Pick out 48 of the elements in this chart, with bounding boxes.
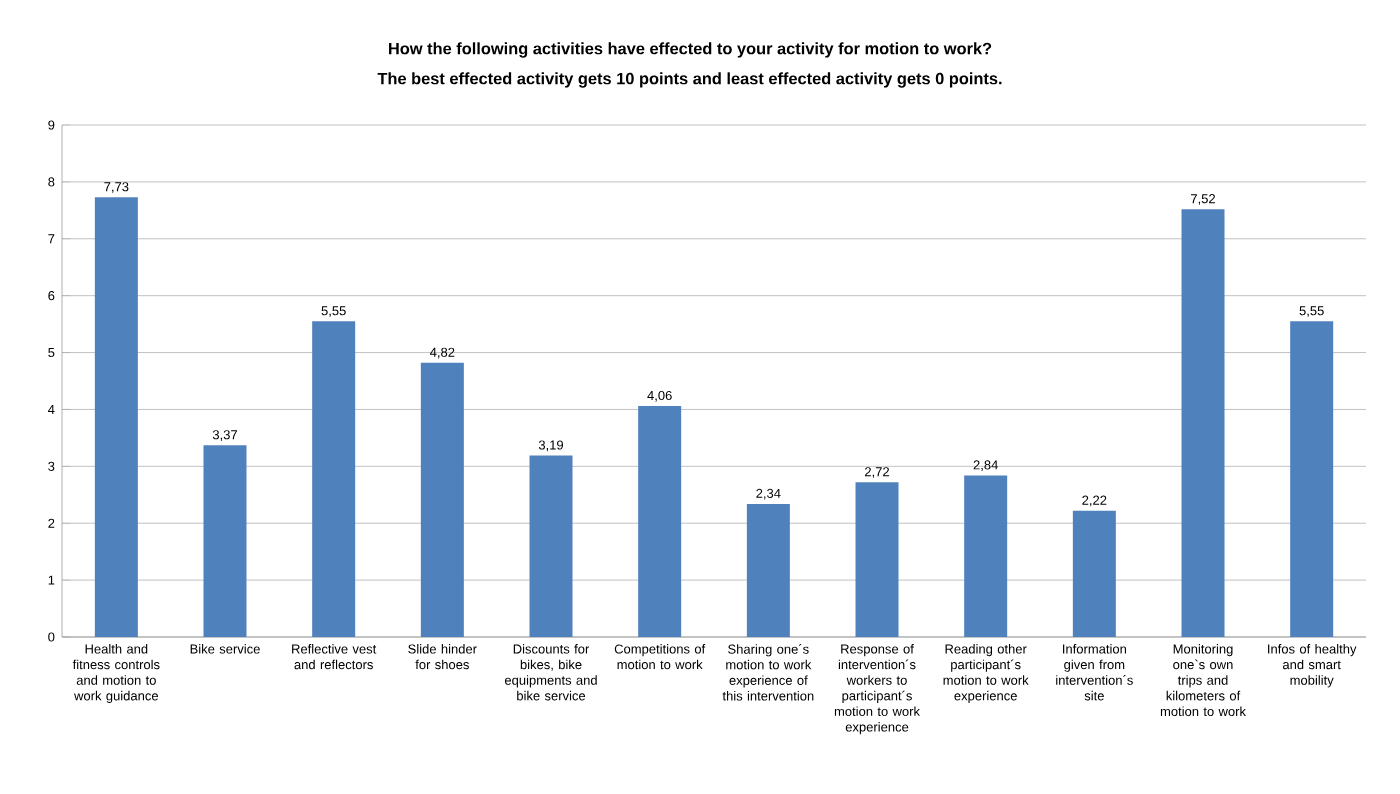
x-tick-label: Health and fitness controls and motion to work guidance	[72, 644, 160, 703]
bar	[1181, 209, 1225, 637]
x-tick-label: Response of intervention´s workers to participant´s motion to work experience	[834, 644, 921, 735]
data-label: 3,19	[538, 440, 564, 452]
x-tick-label: Monitoring one`s own trips and kilometers of motion to work	[1160, 644, 1247, 717]
data-label: 3,37	[212, 430, 237, 441]
x-tick-label: Infos of healthy and smart mobility	[1268, 644, 1357, 688]
data-label: 4,06	[647, 390, 672, 402]
y-tick-label: 5	[48, 348, 55, 358]
chart-title: How the following activities have effected to your activity for motion to work?	[389, 42, 992, 58]
data-label: 5,55	[321, 306, 346, 317]
bar	[94, 197, 138, 637]
data-label: 2,84	[973, 460, 998, 472]
bar	[203, 445, 247, 637]
data-label: 7,73	[104, 182, 129, 193]
bar	[420, 362, 464, 637]
data-label: 2,72	[865, 467, 889, 478]
bar	[312, 321, 356, 637]
y-tick-label: 9	[48, 120, 55, 130]
data-label: 2,22	[1082, 495, 1107, 507]
bar	[1072, 510, 1116, 637]
y-tick-label: 1	[48, 575, 55, 585]
data-label: 7,52	[1191, 194, 1215, 205]
data-label: 2,34	[756, 488, 781, 500]
x-tick-label: Competitions of motion to work	[614, 644, 706, 670]
data-label: 4,82	[430, 347, 455, 359]
y-tick-label: 3	[48, 461, 55, 471]
x-tick-label: Slide hinder for shoes	[408, 644, 477, 670]
bar	[964, 475, 1008, 637]
x-tick-label: Reflective vest and reflectors	[292, 644, 377, 670]
data-label: 5,55	[1299, 306, 1324, 317]
bar	[855, 482, 899, 637]
x-tick-label: Reading other participant´s motion to work experience	[943, 644, 1029, 703]
y-tick-label: 8	[48, 177, 55, 187]
x-tick-label: Discounts for bikes, bike equipments and bike service	[504, 644, 597, 701]
y-tick-label: 2	[48, 518, 55, 528]
bar	[1290, 321, 1334, 637]
bar	[638, 406, 682, 637]
x-tick-label: Bike service	[190, 644, 260, 654]
y-tick-label: 7	[48, 234, 55, 244]
y-tick-label: 0	[48, 632, 55, 642]
y-tick-label: 4	[48, 404, 55, 414]
y-tick-label: 6	[48, 291, 55, 301]
chart-subtitle: The best effected activity gets 10 points and least effected activity gets 0 points.	[377, 72, 1002, 88]
x-tick-label: Information given from intervention´s site	[1056, 644, 1133, 701]
bar	[529, 455, 573, 637]
x-tick-label: Sharing one´s motion to work experience of this intervention	[722, 644, 814, 701]
bar	[746, 503, 790, 637]
